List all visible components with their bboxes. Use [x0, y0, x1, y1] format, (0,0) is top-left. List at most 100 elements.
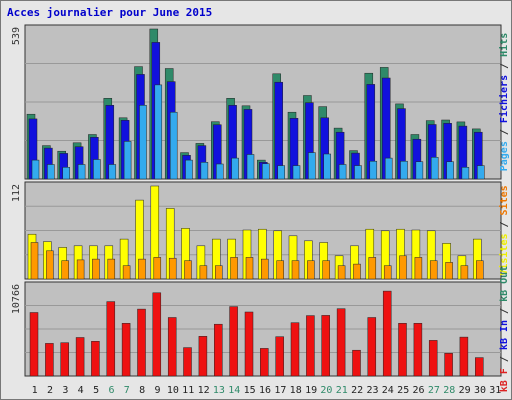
bar: [108, 164, 117, 180]
bar: [199, 265, 208, 280]
bar: [139, 105, 147, 180]
x-tick-label: 5: [93, 385, 99, 396]
bar: [292, 165, 301, 180]
bar: [336, 308, 346, 377]
bar: [152, 292, 162, 377]
bar: [459, 336, 469, 377]
bar: [75, 337, 85, 377]
bar: [275, 336, 284, 377]
panel-visits: 112 Visites / Sites: [11, 181, 510, 280]
bar: [137, 308, 146, 377]
y-max-label: 539: [11, 27, 22, 45]
bar: [475, 357, 484, 377]
bar: [77, 164, 86, 180]
bar: [337, 265, 346, 280]
x-tick-label: 6: [108, 385, 114, 396]
panel-kb: 10766 kB F / kB In / kB Out: [11, 266, 510, 392]
bar: [291, 260, 300, 280]
bar: [45, 343, 54, 377]
series-kb-f: [29, 290, 484, 377]
bar: [413, 323, 423, 377]
bar: [245, 257, 254, 280]
x-tick-label: 31: [489, 385, 501, 396]
bar: [93, 159, 101, 180]
y-axis-label-part: Sites: [498, 185, 510, 215]
x-tick-label: 25: [397, 385, 409, 396]
bar: [168, 257, 177, 280]
bar: [62, 167, 70, 180]
bar: [306, 315, 315, 377]
bar: [76, 259, 85, 280]
y-axis-label-part: /: [499, 123, 510, 141]
bar: [185, 159, 193, 180]
bar: [184, 260, 192, 280]
x-tick-label: 27: [428, 385, 440, 396]
y-max-label: 10766: [11, 284, 22, 314]
panel-hits: 539 Pages / Fichiers / Hits: [11, 24, 510, 180]
x-tick-label: 18: [290, 385, 302, 396]
y-axis-label: Visites / Sites: [498, 185, 510, 275]
bar: [215, 265, 223, 280]
bar: [167, 317, 177, 377]
bar: [461, 167, 470, 180]
bar: [428, 340, 438, 377]
bar: [47, 164, 55, 180]
bar: [369, 160, 378, 180]
y-axis-label: kB F / kB In / kB Out: [499, 266, 510, 392]
bar: [354, 165, 362, 180]
x-tick-label: 8: [139, 385, 145, 396]
bar: [444, 353, 453, 377]
chart-title: Acces journalier pour June 2015: [7, 6, 212, 19]
x-tick-label: 21: [336, 385, 348, 396]
y-axis-label-part: /: [499, 57, 510, 75]
bar: [169, 111, 178, 180]
bar: [384, 157, 393, 180]
bar: [445, 262, 453, 280]
bar: [353, 263, 361, 280]
bar: [383, 265, 392, 280]
x-tick-label: 10: [167, 385, 179, 396]
x-tick-label: 3: [62, 385, 68, 396]
y-axis-label-part: /: [499, 350, 510, 368]
x-tick-label: 24: [382, 385, 394, 396]
y-axis-label-part: /: [499, 215, 510, 233]
bar: [398, 323, 407, 377]
bar: [229, 306, 238, 377]
y-axis-label-part: Visites: [498, 234, 510, 276]
bar: [122, 265, 131, 280]
bar: [400, 160, 408, 180]
x-tick-label: 30: [474, 385, 486, 396]
bar: [277, 165, 285, 180]
y-axis-label-part: Pages: [499, 141, 510, 171]
y-axis-label-part: kB F: [499, 368, 510, 392]
y-axis-label-part: Fichiers: [498, 75, 510, 123]
bar: [106, 301, 116, 377]
bar: [429, 260, 438, 280]
bar: [123, 141, 132, 180]
y-axis-label-part: /: [499, 302, 510, 320]
x-tick-label: 15: [244, 385, 256, 396]
bar: [338, 164, 347, 180]
x-tick-label: 16: [259, 385, 271, 396]
bar: [138, 258, 146, 280]
y-axis-label-part: kB In: [499, 320, 510, 350]
bar: [246, 154, 255, 180]
bar: [29, 312, 39, 377]
x-tick-label: 12: [198, 385, 210, 396]
bar: [60, 342, 69, 377]
x-tick-label: 22: [351, 385, 363, 396]
bar: [476, 260, 484, 280]
bar: [415, 161, 424, 180]
y-axis-label: Pages / Fichiers / Hits: [498, 33, 510, 172]
bar: [107, 258, 116, 280]
x-tick-label: 23: [366, 385, 378, 396]
x-tick-label: 4: [78, 385, 84, 396]
bar: [308, 152, 316, 180]
y-axis-label-part: kB Out: [499, 266, 510, 302]
x-tick-label: 13: [213, 385, 225, 396]
bar: [230, 257, 238, 280]
bar: [198, 336, 208, 377]
x-tick-label: 9: [154, 385, 160, 396]
y-axis-label-part: Hits: [498, 33, 510, 57]
